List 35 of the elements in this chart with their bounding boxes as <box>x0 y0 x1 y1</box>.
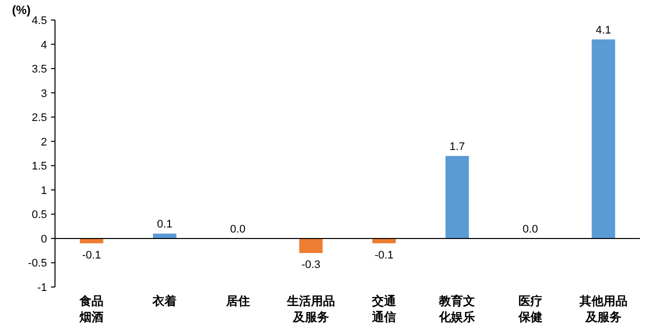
data-label: 4.1 <box>596 24 612 36</box>
y-tick-label: 1 <box>40 184 47 197</box>
bar <box>299 238 323 254</box>
y-tick-label: 3 <box>40 88 47 100</box>
y-tick-label: 3.5 <box>32 64 47 76</box>
data-label: 0.1 <box>157 218 172 231</box>
bar <box>592 39 616 238</box>
x-tick-label: 其他用品及服务 <box>578 294 628 324</box>
data-label: 1.7 <box>450 140 465 153</box>
y-axis-title: (%) <box>12 3 31 17</box>
bar <box>80 238 104 244</box>
x-tick-label: 居住 <box>224 294 250 308</box>
y-tick-label: 2 <box>40 136 47 148</box>
x-tick-label: 交通通信 <box>371 294 398 324</box>
x-tick-label: 医疗保健 <box>517 294 542 324</box>
bar <box>152 234 176 238</box>
y-tick-label: -0.5 <box>28 258 47 270</box>
y-tick-label: 1.5 <box>32 160 47 173</box>
data-label: -0.1 <box>374 249 394 262</box>
x-tick-label: 衣着 <box>152 294 177 308</box>
bar <box>372 238 396 244</box>
y-tick-label: -1 <box>37 282 47 294</box>
y-tick-label: 4 <box>40 39 47 52</box>
data-label: 0.0 <box>522 223 538 236</box>
x-tick-label: 生活用品及服务 <box>286 294 335 324</box>
y-tick-label: 0 <box>40 233 47 246</box>
y-tick-label: 2.5 <box>32 112 47 124</box>
x-tick-label: 食品烟酒 <box>78 294 104 324</box>
bar <box>445 156 469 238</box>
data-label: -0.3 <box>301 259 320 272</box>
data-label: -0.1 <box>82 249 102 262</box>
data-label: 0.0 <box>230 223 246 236</box>
y-tick-label: 0.5 <box>32 209 47 222</box>
x-tick-label: 教育文化娱乐 <box>438 294 476 324</box>
y-tick-label: 4.5 <box>32 15 47 27</box>
